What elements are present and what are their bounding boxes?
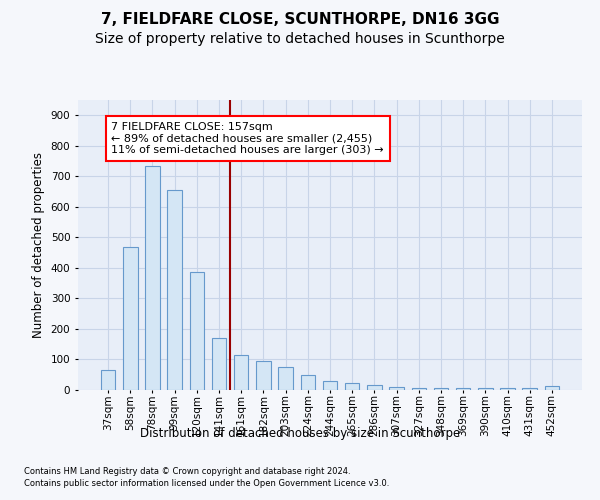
Text: Size of property relative to detached houses in Scunthorpe: Size of property relative to detached ho… [95, 32, 505, 46]
Bar [256, 361, 271, 390]
Bar [301, 374, 315, 390]
Bar [212, 338, 226, 390]
Bar [345, 384, 359, 390]
Y-axis label: Number of detached properties: Number of detached properties [32, 152, 45, 338]
Text: Contains public sector information licensed under the Open Government Licence v3: Contains public sector information licen… [24, 479, 389, 488]
Text: Distribution of detached houses by size in Scunthorpe: Distribution of detached houses by size … [140, 428, 460, 440]
Text: Contains HM Land Registry data © Crown copyright and database right 2024.: Contains HM Land Registry data © Crown c… [24, 468, 350, 476]
Bar [323, 382, 337, 390]
Bar [389, 387, 404, 390]
Bar [234, 355, 248, 390]
Bar [456, 388, 470, 390]
Bar [190, 272, 204, 390]
Bar [434, 388, 448, 390]
Bar [545, 386, 559, 390]
Bar [278, 367, 293, 390]
Bar [412, 388, 426, 390]
Text: 7 FIELDFARE CLOSE: 157sqm
← 89% of detached houses are smaller (2,455)
11% of se: 7 FIELDFARE CLOSE: 157sqm ← 89% of detac… [112, 122, 384, 155]
Bar [101, 370, 115, 390]
Bar [145, 166, 160, 390]
Text: 7, FIELDFARE CLOSE, SCUNTHORPE, DN16 3GG: 7, FIELDFARE CLOSE, SCUNTHORPE, DN16 3GG [101, 12, 499, 28]
Bar [167, 190, 182, 390]
Bar [123, 247, 137, 390]
Bar [500, 388, 515, 390]
Bar [367, 384, 382, 390]
Bar [523, 388, 537, 390]
Bar [478, 388, 493, 390]
